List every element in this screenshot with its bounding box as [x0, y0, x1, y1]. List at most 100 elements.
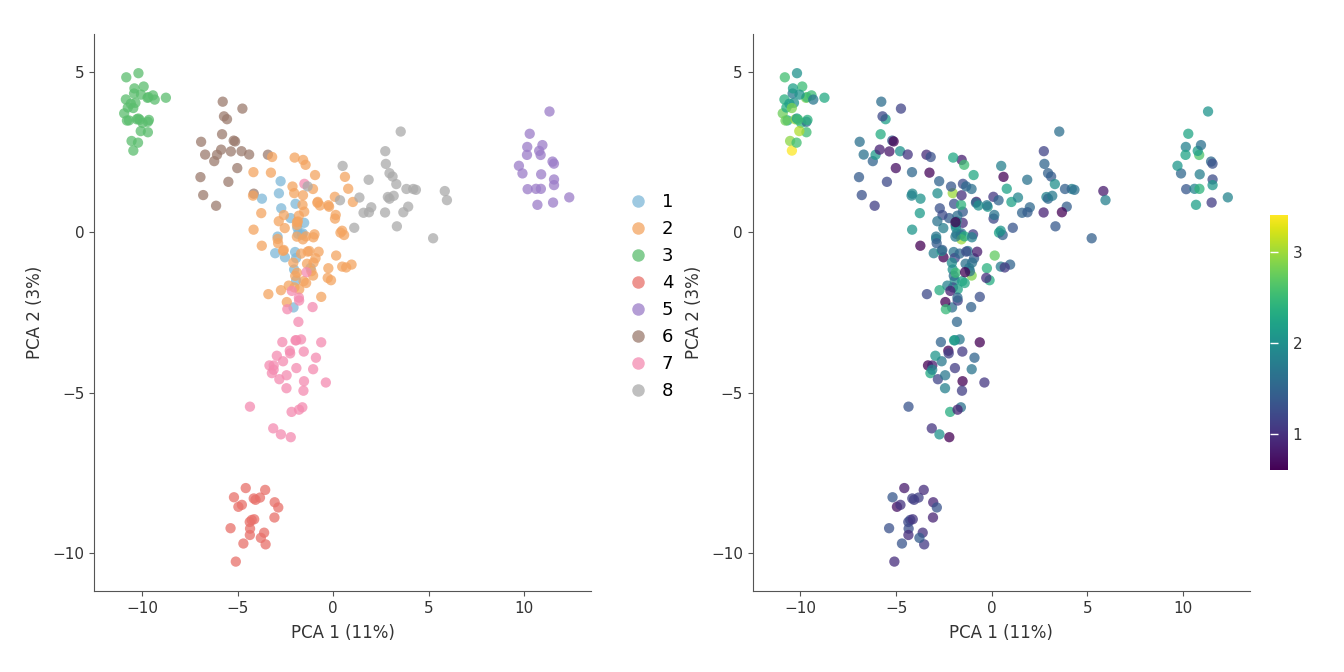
Point — [274, 252, 296, 263]
Point — [796, 127, 817, 138]
Point — [508, 161, 530, 171]
Point — [302, 302, 324, 312]
Point — [329, 195, 351, 206]
Point — [263, 497, 285, 507]
Point — [220, 146, 242, 157]
Point — [934, 296, 956, 307]
Point — [902, 188, 923, 199]
Point — [919, 368, 941, 378]
Point — [239, 517, 261, 528]
Point — [516, 142, 538, 153]
Point — [1000, 259, 1021, 270]
Point — [922, 512, 943, 523]
Point — [872, 111, 894, 122]
Point — [982, 213, 1004, 224]
Point — [216, 114, 238, 124]
Point — [943, 270, 965, 281]
Point — [938, 213, 960, 224]
Point — [952, 179, 973, 190]
Point — [281, 286, 302, 296]
Point — [926, 234, 948, 245]
Point — [341, 259, 363, 270]
Point — [332, 161, 353, 171]
Point — [774, 94, 796, 105]
Point — [317, 263, 339, 274]
Point — [962, 170, 984, 181]
Point — [233, 538, 254, 549]
Point — [285, 275, 306, 286]
Point — [284, 282, 305, 293]
Point — [288, 216, 309, 227]
Point — [1011, 208, 1032, 218]
Point — [224, 556, 246, 567]
Point — [273, 245, 294, 256]
Point — [864, 149, 886, 160]
Point — [434, 185, 456, 196]
Point — [1202, 197, 1223, 208]
Point — [543, 179, 564, 190]
Point — [1034, 207, 1055, 218]
Point — [941, 302, 962, 312]
Point — [984, 210, 1005, 220]
Point — [543, 159, 564, 169]
Point — [302, 257, 324, 268]
Point — [285, 270, 306, 281]
Point — [976, 263, 997, 274]
Point — [542, 156, 563, 167]
Point — [528, 146, 550, 157]
Point — [942, 282, 964, 293]
Point — [777, 115, 798, 126]
Point — [258, 360, 280, 371]
Point — [945, 220, 966, 230]
Point — [782, 88, 804, 99]
Point — [1095, 195, 1117, 206]
Point — [526, 183, 547, 194]
Point — [1187, 146, 1208, 157]
Point — [886, 501, 907, 512]
Point — [297, 181, 319, 192]
Point — [132, 118, 153, 128]
Point — [249, 492, 270, 503]
Point — [251, 194, 273, 204]
Point — [1042, 190, 1063, 201]
Point — [273, 245, 294, 255]
Point — [212, 96, 234, 107]
Point — [796, 93, 817, 103]
Point — [903, 495, 925, 505]
Point — [262, 423, 284, 433]
Point — [1188, 183, 1210, 194]
Point — [988, 195, 1009, 206]
Point — [992, 230, 1013, 241]
Point — [902, 167, 923, 177]
Point — [530, 150, 551, 161]
Point — [894, 482, 915, 493]
Point — [939, 286, 961, 296]
Point — [796, 116, 817, 127]
Point — [306, 198, 328, 208]
Point — [896, 149, 918, 160]
Point — [788, 114, 809, 125]
Point — [941, 257, 962, 268]
Point — [938, 348, 960, 359]
Point — [306, 196, 328, 207]
Point — [254, 485, 276, 495]
Point — [919, 167, 941, 178]
Point — [1048, 126, 1070, 137]
Point — [133, 81, 155, 92]
Point — [781, 103, 802, 114]
Point — [952, 385, 973, 396]
Point — [943, 253, 965, 263]
Point — [250, 532, 271, 543]
Point — [1056, 202, 1078, 212]
Point — [293, 385, 314, 396]
Point — [293, 346, 314, 357]
Point — [239, 401, 261, 412]
Point — [952, 346, 973, 357]
Point — [786, 137, 808, 148]
Point — [333, 230, 355, 241]
Point — [231, 146, 253, 157]
Point — [297, 246, 319, 257]
Point — [325, 250, 347, 261]
Point — [398, 202, 419, 212]
Point — [274, 222, 296, 233]
